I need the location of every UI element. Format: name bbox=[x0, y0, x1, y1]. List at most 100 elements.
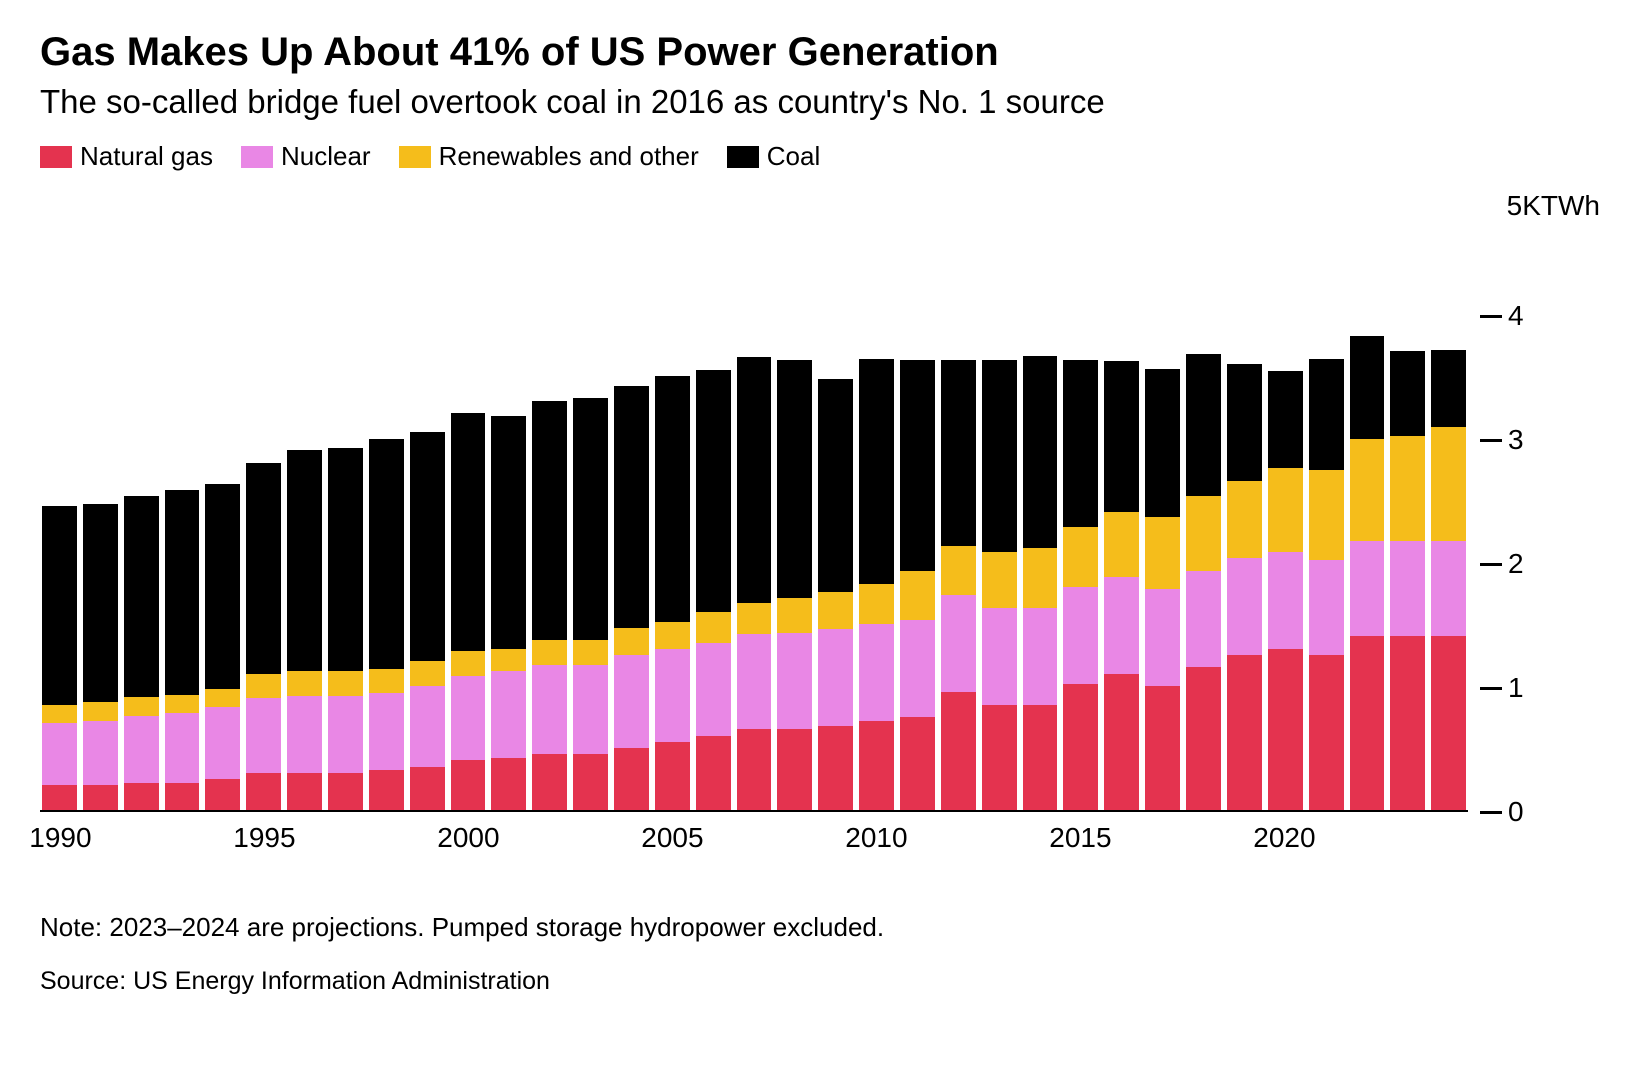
segment-nuclear bbox=[737, 634, 772, 729]
segment-natural_gas bbox=[859, 721, 894, 810]
segment-natural_gas bbox=[410, 767, 445, 810]
legend-item-nuclear: Nuclear bbox=[241, 141, 371, 172]
segment-nuclear bbox=[165, 713, 200, 782]
segment-renewables bbox=[451, 651, 486, 676]
segment-renewables bbox=[1431, 427, 1466, 541]
segment-natural_gas bbox=[1390, 636, 1425, 810]
legend-swatch bbox=[399, 146, 431, 168]
y-tick: 0 bbox=[1480, 796, 1524, 828]
bar-2005 bbox=[655, 376, 690, 810]
segment-renewables bbox=[83, 702, 118, 721]
y-tick-mark bbox=[1480, 687, 1502, 690]
segment-coal bbox=[1186, 354, 1221, 497]
bar-2003 bbox=[573, 398, 608, 810]
segment-nuclear bbox=[1063, 587, 1098, 684]
bar-2022 bbox=[1350, 336, 1385, 810]
segment-nuclear bbox=[1350, 541, 1385, 636]
legend-swatch bbox=[40, 146, 72, 168]
segment-renewables bbox=[696, 612, 731, 643]
segment-natural_gas bbox=[451, 760, 486, 810]
segment-coal bbox=[410, 432, 445, 661]
segment-coal bbox=[491, 416, 526, 649]
legend-label: Renewables and other bbox=[439, 141, 699, 172]
y-tick: 2 bbox=[1480, 548, 1524, 580]
segment-natural_gas bbox=[614, 748, 649, 810]
segment-natural_gas bbox=[205, 779, 240, 810]
bar-2007 bbox=[737, 357, 772, 810]
segment-natural_gas bbox=[1186, 667, 1221, 810]
segment-coal bbox=[614, 386, 649, 628]
segment-renewables bbox=[328, 671, 363, 696]
segment-renewables bbox=[1268, 468, 1303, 552]
segment-renewables bbox=[369, 669, 404, 694]
segment-nuclear bbox=[1104, 577, 1139, 674]
segment-nuclear bbox=[532, 665, 567, 754]
segment-natural_gas bbox=[900, 717, 935, 810]
segment-coal bbox=[1390, 351, 1425, 435]
bar-1998 bbox=[369, 439, 404, 810]
segment-renewables bbox=[491, 649, 526, 671]
segment-nuclear bbox=[1023, 608, 1058, 705]
segment-natural_gas bbox=[369, 770, 404, 810]
segment-nuclear bbox=[1145, 589, 1180, 686]
legend-item-natural_gas: Natural gas bbox=[40, 141, 213, 172]
segment-natural_gas bbox=[83, 785, 118, 810]
segment-nuclear bbox=[900, 620, 935, 717]
segment-coal bbox=[941, 360, 976, 546]
x-tick-label: 1990 bbox=[29, 822, 91, 854]
bar-2009 bbox=[818, 379, 853, 810]
bar-2024 bbox=[1431, 350, 1466, 810]
segment-renewables bbox=[655, 622, 690, 649]
y-tick-mark bbox=[1480, 439, 1502, 442]
bar-2013 bbox=[982, 360, 1017, 810]
segment-renewables bbox=[124, 697, 159, 716]
segment-natural_gas bbox=[491, 758, 526, 810]
bar-2015 bbox=[1063, 360, 1098, 810]
segment-natural_gas bbox=[573, 754, 608, 810]
bar-2014 bbox=[1023, 356, 1058, 810]
bar-1996 bbox=[287, 450, 322, 810]
y-axis: 5KTWh 01234 bbox=[1480, 192, 1600, 812]
segment-nuclear bbox=[1309, 560, 1344, 655]
segment-nuclear bbox=[83, 721, 118, 785]
bar-2010 bbox=[859, 359, 894, 810]
y-tick-label: 0 bbox=[1508, 796, 1524, 828]
bar-1990 bbox=[42, 506, 77, 810]
x-tick-label: 2020 bbox=[1253, 822, 1315, 854]
segment-coal bbox=[328, 448, 363, 671]
segment-nuclear bbox=[491, 671, 526, 758]
chart-subtitle: The so-called bridge fuel overtook coal … bbox=[40, 83, 1600, 121]
bar-2000 bbox=[451, 413, 486, 810]
segment-nuclear bbox=[328, 696, 363, 773]
segment-nuclear bbox=[818, 629, 853, 726]
y-tick-mark bbox=[1480, 811, 1502, 814]
segment-coal bbox=[900, 360, 935, 571]
x-tick-label: 2015 bbox=[1049, 822, 1111, 854]
bar-2006 bbox=[696, 370, 731, 810]
segment-natural_gas bbox=[737, 729, 772, 810]
segment-coal bbox=[165, 490, 200, 695]
segment-coal bbox=[1431, 350, 1466, 427]
legend: Natural gas Nuclear Renewables and other Co… bbox=[40, 141, 1600, 172]
segment-natural_gas bbox=[532, 754, 567, 810]
bar-1995 bbox=[246, 463, 281, 810]
y-tick-mark bbox=[1480, 563, 1502, 566]
segment-coal bbox=[1145, 369, 1180, 518]
segment-nuclear bbox=[451, 676, 486, 760]
bar-2023 bbox=[1390, 351, 1425, 810]
segment-coal bbox=[1350, 336, 1385, 439]
bar-2018 bbox=[1186, 354, 1221, 810]
segment-renewables bbox=[246, 674, 281, 699]
segment-renewables bbox=[737, 603, 772, 634]
segment-coal bbox=[696, 370, 731, 612]
chart-container: 5KTWh 01234 bbox=[40, 192, 1600, 812]
segment-renewables bbox=[1309, 470, 1344, 559]
segment-renewables bbox=[900, 571, 935, 621]
segment-renewables bbox=[941, 546, 976, 596]
segment-natural_gas bbox=[982, 705, 1017, 810]
y-tick-label: 3 bbox=[1508, 424, 1524, 456]
segment-coal bbox=[982, 360, 1017, 552]
legend-item-coal: Coal bbox=[727, 141, 820, 172]
segment-natural_gas bbox=[696, 736, 731, 810]
segment-renewables bbox=[818, 592, 853, 629]
